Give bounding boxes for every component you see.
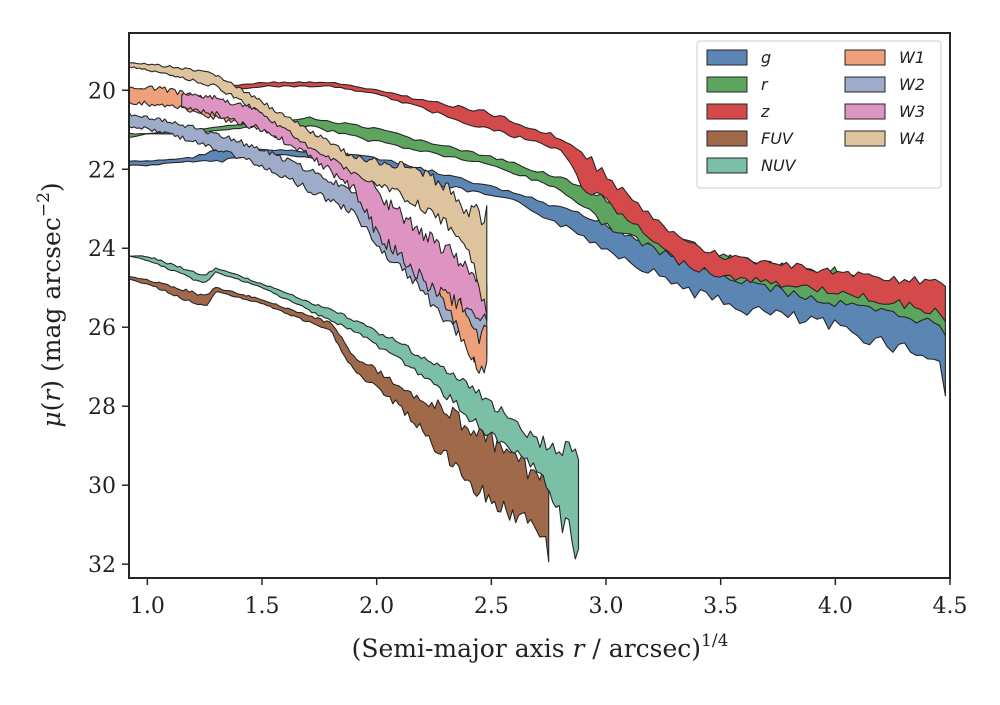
legend-swatch-W3 bbox=[844, 103, 886, 120]
y-title-close: ) bbox=[37, 380, 66, 390]
legend-swatch-r bbox=[706, 76, 748, 93]
y-tick-label: 30 bbox=[88, 474, 116, 499]
legend-label-g: g bbox=[761, 48, 771, 67]
legend-swatch-FUV bbox=[706, 130, 748, 147]
y-axis: 20 22 24 26 28 30 32 bbox=[88, 79, 129, 578]
legend-label-r: r bbox=[761, 75, 769, 94]
y-title-end: ) bbox=[37, 182, 66, 192]
x-tick-label: 1.0 bbox=[130, 594, 165, 619]
band-W4 bbox=[129, 62, 488, 317]
y-tick-label: 32 bbox=[88, 553, 116, 578]
legend-swatch-W1 bbox=[844, 49, 886, 66]
x-tick-label: 4.0 bbox=[818, 594, 853, 619]
legend-label-NUV: NUV bbox=[761, 156, 797, 175]
x-axis: 1.0 1.5 2.0 2.5 3.0 3.5 4.0 4.5 bbox=[130, 578, 968, 619]
y-title-sup: −2 bbox=[34, 192, 54, 217]
band-NUV bbox=[129, 255, 580, 560]
x-tick-label: 1.5 bbox=[245, 594, 280, 619]
y-tick-label: 20 bbox=[88, 79, 116, 104]
x-title-mid: / arcsec) bbox=[584, 634, 701, 663]
y-tick-label: 22 bbox=[88, 158, 116, 183]
band-r bbox=[129, 116, 946, 336]
x-tick-label: 2.0 bbox=[359, 594, 394, 619]
x-axis-title: (Semi-major axis r / arcsec)1/4 bbox=[352, 631, 729, 663]
legend-swatch-g bbox=[706, 49, 748, 66]
legend-swatch-NUV bbox=[706, 157, 748, 174]
x-tick-label: 2.5 bbox=[474, 594, 509, 619]
legend-label-W2: W2 bbox=[899, 75, 925, 94]
legend-swatch-z bbox=[706, 103, 748, 120]
x-tick-label: 3.5 bbox=[703, 594, 738, 619]
plot-frame bbox=[128, 32, 951, 579]
legend-label-z: z bbox=[760, 102, 770, 121]
band-FUV bbox=[129, 275, 550, 563]
legend-swatch-W4 bbox=[844, 130, 886, 147]
band-z bbox=[227, 81, 946, 323]
legend-label-W4: W4 bbox=[899, 129, 925, 148]
y-tick-label: 26 bbox=[88, 316, 116, 341]
y-axis-title: μ(r) (mag arcsec−2) bbox=[34, 182, 66, 427]
x-title-open: (Semi-major axis bbox=[352, 634, 573, 663]
y-title-unit: (mag arcsec bbox=[37, 217, 66, 380]
x-tick-label: 4.5 bbox=[933, 594, 968, 619]
y-title-mu: μ bbox=[37, 411, 66, 427]
y-tick-label: 24 bbox=[88, 237, 116, 262]
legend-label-W3: W3 bbox=[899, 102, 925, 121]
x-tick-label: 3.0 bbox=[589, 594, 624, 619]
y-title-var: r bbox=[37, 388, 66, 402]
legend: grz FUV NUV W1 W2 W3 W4 bbox=[696, 40, 942, 189]
x-title-var: r bbox=[573, 634, 587, 663]
y-title-open: ( bbox=[37, 402, 66, 412]
x-title-sup: 1/4 bbox=[701, 631, 728, 651]
bands-layer bbox=[129, 62, 946, 563]
y-tick-label: 28 bbox=[88, 395, 116, 420]
legend-label-FUV: FUV bbox=[761, 129, 794, 148]
legend-swatch-W2 bbox=[844, 76, 886, 93]
legend-label-W1: W1 bbox=[899, 48, 925, 67]
